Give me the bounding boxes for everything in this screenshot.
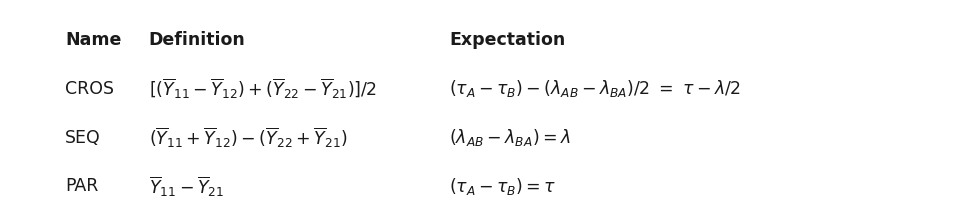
Text: Name: Name xyxy=(65,31,122,49)
Text: $(\lambda_{AB} - \lambda_{BA}) = \lambda$: $(\lambda_{AB} - \lambda_{BA}) = \lambda… xyxy=(449,127,571,148)
Text: SEQ: SEQ xyxy=(65,129,101,147)
Text: $(\overline{Y}_{11} + \overline{Y}_{12}) - (\overline{Y}_{22} + \overline{Y}_{21: $(\overline{Y}_{11} + \overline{Y}_{12})… xyxy=(149,125,348,150)
Text: Expectation: Expectation xyxy=(449,31,565,49)
Text: PAR: PAR xyxy=(65,177,99,196)
Text: $\overline{Y}_{11} - \overline{Y}_{21}$: $\overline{Y}_{11} - \overline{Y}_{21}$ xyxy=(149,174,224,199)
Text: $(\tau_A - \tau_B) - (\lambda_{AB} - \lambda_{BA}) / 2 \ = \ \tau - \lambda / 2$: $(\tau_A - \tau_B) - (\lambda_{AB} - \la… xyxy=(449,78,741,99)
Text: $(\tau_A - \tau_B) = \tau$: $(\tau_A - \tau_B) = \tau$ xyxy=(449,176,557,197)
Text: $[(\overline{Y}_{11} - \overline{Y}_{12}) + (\overline{Y}_{22} - \overline{Y}_{2: $[(\overline{Y}_{11} - \overline{Y}_{12}… xyxy=(149,77,377,101)
Text: Definition: Definition xyxy=(149,31,246,49)
Text: CROS: CROS xyxy=(65,80,114,98)
